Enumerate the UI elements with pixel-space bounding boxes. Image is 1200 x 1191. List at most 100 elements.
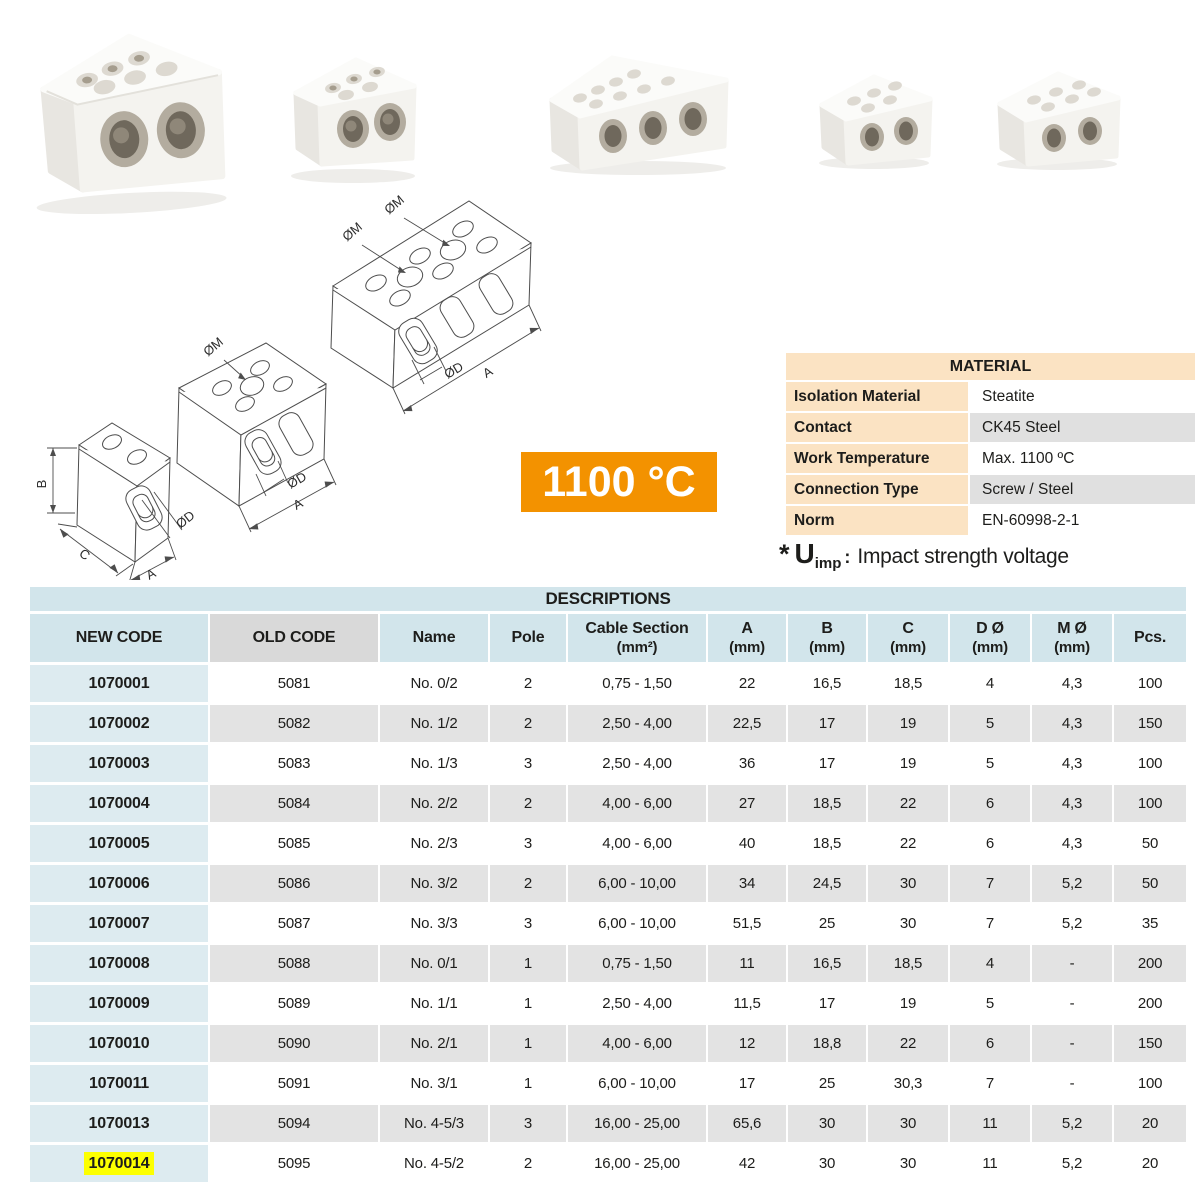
- dim-label: C: [76, 546, 93, 564]
- material-row: Connection Type Screw / Steel: [786, 475, 1195, 504]
- dim-label: ØM: [200, 334, 226, 359]
- new-code-cell: 1070004: [30, 785, 208, 822]
- material-label: Norm: [786, 506, 968, 535]
- table-cell: 6: [950, 1025, 1030, 1062]
- table-cell: 51,5: [708, 905, 786, 942]
- table-cell: 3: [490, 825, 566, 862]
- table-row: 1070003 5083 No. 1/3 3 2,50 - 4,00 36 17 19 5 4,3…: [30, 745, 1187, 782]
- table-cell: 22: [868, 825, 948, 862]
- table-cell: 18,5: [788, 785, 866, 822]
- table-cell: No. 0/2: [380, 665, 488, 702]
- table-cell: 24,5: [788, 865, 866, 902]
- table-cell: 50: [1114, 865, 1187, 902]
- product-photo-2pole-medium: [291, 57, 417, 183]
- product-photo-2pole-small-a: [819, 74, 933, 169]
- column-header: OLD CODE: [210, 614, 378, 662]
- table-cell: 27: [708, 785, 786, 822]
- material-value: EN-60998-2-1: [970, 506, 1195, 535]
- table-cell: No. 1/3: [380, 745, 488, 782]
- table-cell: 0,75 - 1,50: [568, 945, 706, 982]
- table-cell: 34: [708, 865, 786, 902]
- table-cell: 4,3: [1032, 785, 1112, 822]
- table-cell: 5: [950, 985, 1030, 1022]
- table-cell: 5: [950, 705, 1030, 742]
- material-value: Max. 1100 ºC: [970, 444, 1195, 473]
- new-code-cell: 1070001: [30, 665, 208, 702]
- table-cell: 40: [708, 825, 786, 862]
- table-cell: 7: [950, 1065, 1030, 1102]
- table-cell: 4,3: [1032, 705, 1112, 742]
- table-cell: 22: [708, 665, 786, 702]
- table-cell: 1: [490, 945, 566, 982]
- table-cell: 150: [1114, 705, 1187, 742]
- table-cell: 16,00 - 25,00: [568, 1105, 706, 1142]
- table-cell: 50: [1114, 825, 1187, 862]
- table-cell: 11: [950, 1105, 1030, 1142]
- new-code-cell: 1070003: [30, 745, 208, 782]
- table-cell: 19: [868, 985, 948, 1022]
- material-value: Screw / Steel: [970, 475, 1195, 504]
- table-cell: 4,00 - 6,00: [568, 825, 706, 862]
- table-cell: No. 3/2: [380, 865, 488, 902]
- table-cell: 18,5: [868, 665, 948, 702]
- column-header: Cable Section (mm²): [568, 614, 706, 662]
- table-cell: 30: [868, 865, 948, 902]
- table-cell: 2: [490, 1145, 566, 1182]
- column-header: A (mm): [708, 614, 786, 662]
- table-cell: 5: [950, 745, 1030, 782]
- table-cell: 5086: [210, 865, 378, 902]
- table-cell: No. 2/2: [380, 785, 488, 822]
- table-cell: 30: [788, 1145, 866, 1182]
- material-table-title: MATERIAL: [786, 353, 1195, 380]
- table-cell: 4,3: [1032, 745, 1112, 782]
- table-cell: 5087: [210, 905, 378, 942]
- table-cell: 17: [708, 1065, 786, 1102]
- uimp-star: *: [779, 539, 790, 569]
- table-cell: 5091: [210, 1065, 378, 1102]
- drawing-3pole: ØM ØM ØD A: [330, 192, 542, 415]
- table-cell: 18,8: [788, 1025, 866, 1062]
- table-cell: 11: [708, 945, 786, 982]
- material-label: Isolation Material: [786, 382, 968, 411]
- table-cell: 6,00 - 10,00: [568, 1065, 706, 1102]
- uimp-note: * U imp : Impact strength voltage: [779, 538, 1069, 572]
- table-cell: 1: [490, 1025, 566, 1062]
- table-cell: 2: [490, 865, 566, 902]
- table-cell: 100: [1114, 785, 1187, 822]
- table-cell: 5085: [210, 825, 378, 862]
- table-cell: 30: [788, 1105, 866, 1142]
- table-cell: 65,6: [708, 1105, 786, 1142]
- table-cell: 35: [1114, 905, 1187, 942]
- table-cell: No. 0/1: [380, 945, 488, 982]
- table-cell: 6,00 - 10,00: [568, 905, 706, 942]
- table-cell: 25: [788, 905, 866, 942]
- table-cell: 5,2: [1032, 865, 1112, 902]
- table-cell: 11: [950, 1145, 1030, 1182]
- table-cell: -: [1032, 1065, 1112, 1102]
- table-cell: 4,3: [1032, 665, 1112, 702]
- descriptions-table: DESCRIPTIONS NEW CODE OLD CODE Name Pole Cab…: [28, 584, 1188, 1185]
- table-cell: 16,00 - 25,00: [568, 1145, 706, 1182]
- table-cell: 4: [950, 665, 1030, 702]
- dim-label: A: [144, 565, 159, 580]
- column-header: Pcs.: [1114, 614, 1187, 662]
- material-table: MATERIAL Isolation Material Steatite Con…: [786, 353, 1195, 537]
- material-value: CK45 Steel: [970, 413, 1195, 442]
- drawing-2pole: ØM ØD A: [176, 334, 337, 533]
- table-cell: 25: [788, 1065, 866, 1102]
- table-row: 1070007 5087 No. 3/3 3 6,00 - 10,00 51,5 25 30 7…: [30, 905, 1187, 942]
- table-cell: 3: [490, 905, 566, 942]
- new-code-cell: 1070009: [30, 985, 208, 1022]
- table-row: 1070001 5081 No. 0/2 2 0,75 - 1,50 22 16,5 18,5…: [30, 665, 1187, 702]
- table-cell: 17: [788, 985, 866, 1022]
- column-header: Pole: [490, 614, 566, 662]
- table-cell: 5089: [210, 985, 378, 1022]
- table-cell: 2,50 - 4,00: [568, 705, 706, 742]
- product-photo-3pole: [549, 55, 729, 175]
- table-cell: -: [1032, 985, 1112, 1022]
- table-cell: 4,00 - 6,00: [568, 1025, 706, 1062]
- table-cell: 7: [950, 905, 1030, 942]
- table-cell: 150: [1114, 1025, 1187, 1062]
- uimp-symbol: U: [794, 538, 815, 569]
- descriptions-header-row: NEW CODE OLD CODE Name Pole Cable Section (mm…: [30, 614, 1187, 662]
